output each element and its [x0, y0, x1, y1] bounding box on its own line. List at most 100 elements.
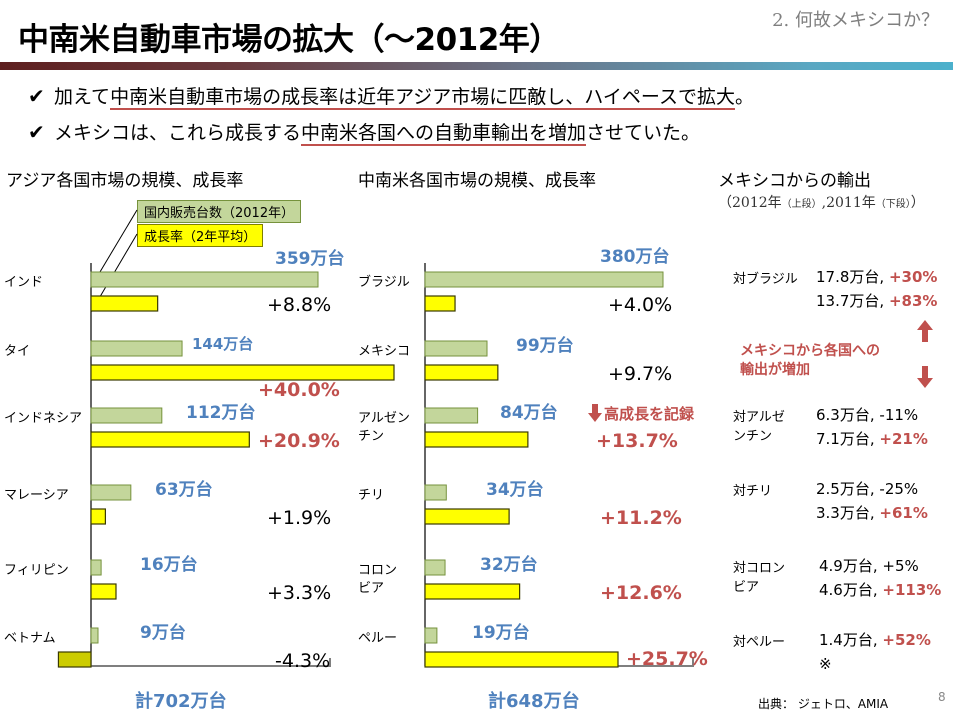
export-2012-value: 4.9万台, +5%	[819, 555, 919, 577]
export-units: 4.9万台,	[819, 557, 883, 575]
export-units: 13.7万台,	[816, 292, 889, 310]
growth-value-label: +1.9%	[267, 507, 332, 529]
export-country-label: 対アルゼ ンチン	[733, 410, 785, 444]
growth-value-label: +40.0%	[258, 379, 340, 401]
slide-title: 中南米自動車市場の拡大（～2012年）	[18, 22, 560, 58]
sales-value-label: 9万台	[140, 623, 186, 643]
growth-bar	[90, 295, 159, 312]
subtitle-part: （2012年	[718, 195, 782, 211]
sales-value-label: 112万台	[186, 403, 256, 423]
total-bracket	[91, 658, 331, 667]
bullet-2-pre: メキシコは、これら成長する	[54, 122, 302, 144]
export-pct: +21%	[879, 430, 928, 448]
sales-bar	[90, 271, 319, 288]
growth-value-label: +3.3%	[267, 582, 332, 604]
bullet-1-post: 。	[734, 86, 754, 108]
export-pct: +113%	[882, 581, 942, 599]
export-units: 6.3万台,	[816, 406, 880, 424]
export-pct: +61%	[879, 504, 928, 522]
export-units: 4.6万台,	[819, 581, 883, 599]
export-units: 17.8万台,	[816, 268, 889, 286]
export-units: 1.4万台,	[819, 631, 883, 649]
bullet-1: ✔ 加えて中南米自動車市場の成長率は近年アジア市場に匹敵し、ハイペースで拡大。	[28, 82, 754, 110]
export-2011-value: 4.6万台, +113%	[819, 579, 941, 601]
export-pct: +5%	[882, 557, 919, 575]
category-label: インド	[4, 275, 44, 290]
export-units: 7.1万台,	[816, 430, 880, 448]
growth-bar	[90, 508, 106, 525]
growth-value-label: +8.8%	[267, 294, 332, 316]
sales-value-label: 380万台	[600, 247, 670, 267]
sales-value-label: 16万台	[140, 555, 198, 575]
export-2011-value: 3.3万台, +61%	[816, 502, 928, 524]
growth-value-label: +4.0%	[608, 294, 673, 316]
growth-bar	[424, 364, 499, 381]
category-label: アルゼン チン	[358, 411, 410, 444]
growth-bar	[90, 364, 395, 381]
sales-value-label: 34万台	[486, 480, 544, 500]
sales-bar	[90, 407, 163, 424]
growth-value-label: +9.7%	[608, 363, 673, 385]
export-country-label: 対コロン ビア	[733, 561, 786, 595]
exports-title: メキシコからの輸出	[718, 171, 871, 191]
export-pct: +83%	[888, 292, 938, 310]
bullet-1-pre: 加えて	[54, 86, 111, 108]
check-icon: ✔	[28, 84, 45, 108]
bullet-2-post: させていた。	[586, 122, 701, 144]
export-2012-value: 17.8万台, +30%	[816, 266, 937, 288]
export-country-label: 対ブラジル	[733, 272, 798, 287]
export-pct: -25%	[879, 480, 919, 498]
sales-value-label: 63万台	[155, 480, 213, 500]
subtitle-part: （上段）	[781, 199, 822, 210]
category-label: フィリピン	[4, 563, 69, 578]
growth-bar	[424, 431, 529, 448]
category-label: ペルー	[358, 631, 398, 646]
subtitle-part: ）	[910, 195, 925, 211]
sales-bar	[90, 340, 183, 357]
growth-value-label: +25.7%	[626, 648, 708, 670]
sales-bar	[424, 559, 446, 576]
export-2012-value: 1.4万台, +52%	[819, 629, 931, 651]
title-divider	[0, 62, 953, 70]
sales-bar	[424, 627, 438, 644]
category-label: タイ	[4, 344, 31, 359]
growth-value-label: +11.2%	[600, 507, 682, 529]
bullet-2-underlined: 中南米各国への自動車輸出を増加	[301, 122, 587, 146]
export-units: ※	[819, 655, 832, 673]
sales-value-label: 19万台	[472, 623, 530, 643]
growth-value-label: +12.6%	[600, 582, 682, 604]
export-pct: -11%	[879, 406, 919, 424]
growth-bar	[57, 651, 92, 668]
export-2011-value: 13.7万台, +83%	[816, 290, 937, 312]
growth-bar	[424, 583, 521, 600]
growth-bar	[424, 295, 456, 312]
export-2011-value: ※	[819, 653, 832, 675]
check-icon: ✔	[28, 120, 45, 144]
export-2012-value: 2.5万台, -25%	[816, 478, 918, 500]
category-label: チリ	[358, 488, 385, 503]
sales-bar	[90, 627, 99, 644]
sales-value-label: 144万台	[192, 335, 254, 353]
export-2012-value: 6.3万台, -11%	[816, 404, 918, 426]
sales-value-label: 359万台	[275, 249, 345, 269]
category-label: ブラジル	[358, 275, 410, 290]
callout-line-2: 輸出が増加	[740, 362, 810, 378]
high-growth-annotation: 高成長を記録	[588, 403, 694, 426]
category-label: ベトナム	[4, 631, 56, 646]
page-number: 8	[938, 690, 946, 704]
category-label: インドネシア	[4, 411, 83, 426]
source-credit: 出典： ジェトロ、AMIA	[758, 697, 889, 711]
growth-value-label: -4.3%	[275, 650, 331, 672]
arrow-down-icon	[588, 403, 602, 426]
latam-chart-title: 中南米各国市場の規模、成長率	[358, 171, 596, 191]
sales-bar	[90, 559, 102, 576]
bullet-1-underlined: 中南米自動車市場の成長率は近年アジア市場に匹敵し、ハイペースで拡大	[110, 86, 735, 110]
arrow-up-icon	[917, 320, 933, 346]
growth-bar	[90, 583, 117, 600]
sales-value-label: 99万台	[516, 336, 574, 356]
growth-bar	[424, 508, 510, 525]
export-units: 2.5万台,	[816, 480, 880, 498]
latam-chart	[424, 263, 694, 668]
export-2011-value: 7.1万台, +21%	[816, 428, 928, 450]
